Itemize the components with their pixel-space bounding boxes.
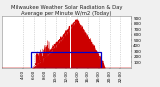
Bar bbox=[31, 52, 101, 68]
Title: Milwaukee Weather Solar Radiation & Day Average per Minute W/m2 (Today): Milwaukee Weather Solar Radiation & Day … bbox=[11, 5, 122, 16]
